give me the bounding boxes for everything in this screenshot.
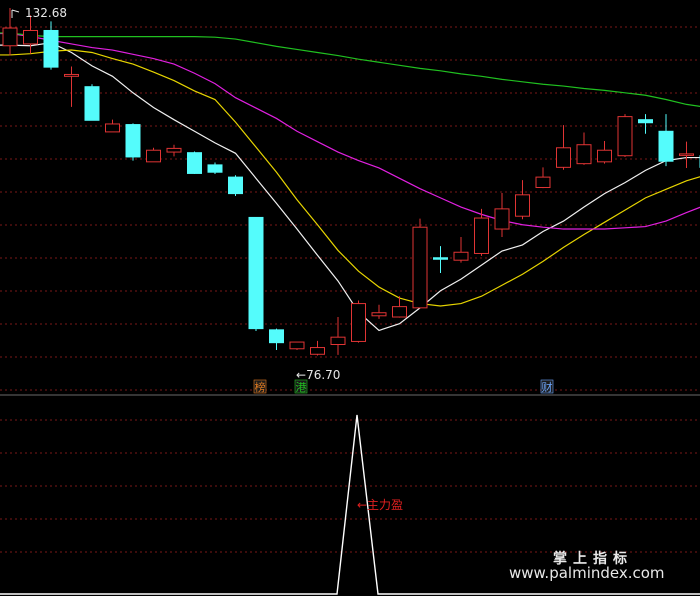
candle: [84, 84, 100, 121]
candle: [125, 123, 141, 161]
candle: [23, 15, 38, 54]
candle: [310, 340, 325, 356]
candle-body: [474, 217, 489, 254]
candle-body: [2, 27, 18, 47]
candle: [433, 246, 448, 274]
candle-body: [658, 130, 674, 162]
candle-body: [617, 116, 633, 157]
low-price-value: 76.70: [306, 368, 340, 382]
candle-body: [679, 153, 694, 156]
candle-body: [125, 124, 141, 158]
watermark-url: www.palmindex.com: [509, 564, 665, 582]
candle-body: [187, 152, 202, 174]
candle-body: [638, 119, 653, 124]
candle-body: [23, 29, 38, 45]
candle: [474, 208, 489, 256]
event-marker-label: 港: [296, 381, 307, 394]
candle-body: [146, 149, 161, 163]
candle-body: [64, 73, 79, 77]
candle: [228, 175, 243, 197]
event-marker-label: 财: [542, 380, 553, 394]
candle: [2, 8, 18, 56]
candle: [556, 125, 571, 170]
candle-body: [494, 208, 510, 230]
candle: [453, 236, 469, 263]
candle: [146, 147, 161, 163]
candle: [64, 66, 79, 107]
candle-body: [166, 147, 182, 153]
high-price-label: 132.68: [25, 6, 67, 20]
candle: [535, 167, 551, 189]
candle-body: [269, 329, 284, 344]
candlestick-series: [2, 8, 700, 356]
indicator-panel: [0, 414, 700, 595]
candle: [679, 141, 694, 168]
candle: [576, 132, 592, 165]
event-marker-label: 榜: [255, 380, 266, 394]
event-marker: 港: [294, 379, 308, 394]
high-arrow-head: [11, 9, 20, 13]
event-marker-box: [540, 379, 554, 394]
candle-body: [330, 336, 346, 346]
event-marker-box: [253, 379, 267, 394]
candle-body: [576, 144, 592, 165]
candle: [494, 192, 510, 237]
candle-body: [392, 306, 407, 318]
moving-average-line: [0, 32, 700, 109]
candle: [248, 216, 264, 332]
price-extreme-labels: 132.68 ←76.70: [11, 6, 340, 382]
candle-body: [84, 86, 100, 121]
candle: [392, 296, 407, 318]
candle: [166, 144, 182, 157]
candle: [289, 341, 305, 350]
candle: [330, 317, 346, 355]
indicator-annotation: ←主力盈: [357, 498, 403, 512]
candle-body: [535, 176, 551, 188]
candle: [187, 151, 202, 175]
candle-body: [310, 347, 325, 355]
candle-body: [289, 341, 305, 350]
candle: [371, 304, 387, 319]
candle: [351, 300, 366, 343]
candle: [658, 114, 674, 167]
candle-body: [412, 226, 428, 309]
candle-body: [43, 29, 59, 68]
candle: [412, 218, 428, 309]
candle: [269, 328, 284, 350]
candle-body: [556, 147, 571, 168]
candle: [617, 114, 633, 157]
moving-average-line: [0, 32, 700, 230]
candle: [105, 119, 120, 133]
moving-average-line: [0, 49, 700, 307]
event-marker-box: [294, 379, 308, 394]
candle-body: [351, 303, 366, 342]
candle: [515, 180, 530, 220]
candle: [638, 114, 653, 134]
candle-body: [453, 251, 469, 261]
candle-body: [433, 257, 448, 260]
candle-body: [228, 176, 243, 195]
candle-body: [371, 312, 387, 317]
event-markers: 榜港财: [253, 379, 554, 394]
indicator-line: [0, 414, 700, 595]
candle-body: [248, 216, 264, 330]
candle: [207, 162, 223, 175]
candle: [43, 21, 59, 70]
candle-body: [207, 164, 223, 173]
candle-body: [597, 149, 612, 163]
candle: [597, 141, 612, 164]
low-price-label: ←76.70: [296, 368, 340, 382]
event-marker: 财: [540, 379, 554, 394]
event-marker: 榜: [253, 379, 267, 394]
candle-body: [515, 194, 530, 217]
watermark-title: 掌上指标: [553, 550, 633, 567]
candle-body: [105, 123, 120, 133]
